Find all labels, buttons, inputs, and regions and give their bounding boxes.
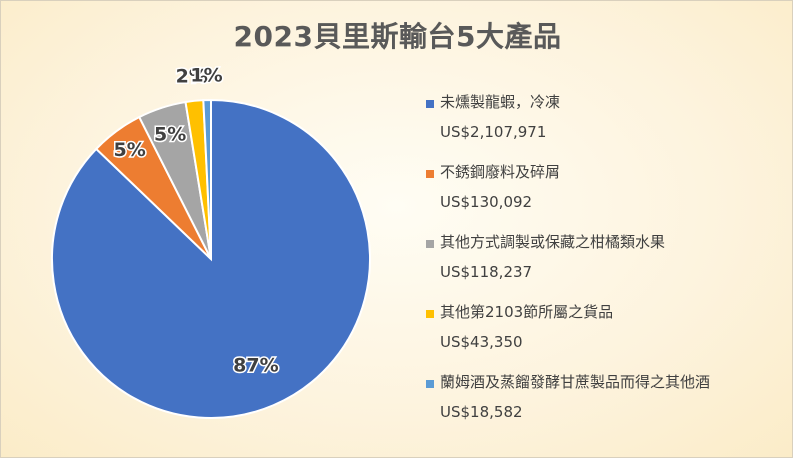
pie-percent-label: 1%	[190, 65, 222, 87]
legend-item: 不銹鋼廢料及碎屑 US$130,092	[426, 161, 786, 231]
pie-percent-label: 87%	[233, 354, 278, 376]
legend-label: 其他第2103節所屬之貨品	[440, 303, 614, 321]
legend-label: 不銹鋼廢料及碎屑	[440, 163, 561, 181]
pie-slice	[202, 98, 212, 260]
legend-label: 未燻製龍蝦，冷凍	[440, 93, 561, 111]
legend-value: US$118,237	[440, 263, 533, 281]
legend-label: 蘭姆酒及蒸餾發酵甘蔗製品而得之其他酒	[440, 373, 711, 391]
legend-value: US$130,092	[440, 193, 533, 211]
legend-value: US$43,350	[440, 333, 523, 351]
pie-percent-label: 5%	[114, 139, 146, 161]
legend-item: 其他方式調製或保藏之柑橘類水果 US$118,237	[426, 231, 786, 301]
legend-value: US$18,582	[440, 403, 523, 421]
legend-swatch	[426, 100, 434, 108]
legend-item: 其他第2103節所屬之貨品 US$43,350	[426, 301, 786, 371]
legend-swatch	[426, 240, 434, 248]
legend-swatch	[426, 380, 434, 388]
legend: 未燻製龍蝦，冷凍 US$2,107,971 不銹鋼廢料及碎屑 US$130,09…	[426, 91, 786, 441]
legend-item: 未燻製龍蝦，冷凍 US$2,107,971	[426, 91, 786, 161]
legend-label: 其他方式調製或保藏之柑橘類水果	[440, 233, 666, 251]
legend-value: US$2,107,971	[440, 123, 547, 141]
pie-percent-label: 2%	[176, 66, 208, 88]
legend-swatch	[426, 310, 434, 318]
legend-swatch	[426, 170, 434, 178]
pie-percent-label: 5%	[154, 124, 186, 146]
legend-item: 蘭姆酒及蒸餾發酵甘蔗製品而得之其他酒 US$18,582	[426, 371, 786, 441]
chart-title: 2023貝里斯輸台5大產品	[233, 20, 562, 53]
